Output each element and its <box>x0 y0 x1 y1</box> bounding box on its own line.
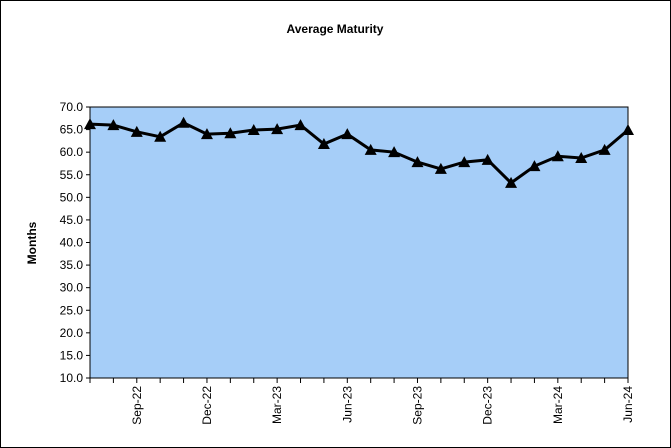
marker <box>458 156 471 168</box>
marker <box>107 119 120 131</box>
marker <box>411 156 424 168</box>
marker <box>364 143 377 155</box>
y-tick-label: 40.0 <box>60 236 84 250</box>
marker <box>247 124 260 136</box>
y-tick-label: 60.0 <box>60 145 84 159</box>
y-tick-label: 70.0 <box>60 100 84 114</box>
marker <box>224 127 237 139</box>
marker <box>434 162 447 174</box>
y-tick-label: 45.0 <box>60 213 84 227</box>
marker <box>551 150 564 162</box>
y-tick-label: 35.0 <box>60 258 84 272</box>
y-tick-label: 15.0 <box>60 348 84 362</box>
marker <box>388 146 401 158</box>
y-tick-label: 30.0 <box>60 281 84 295</box>
y-tick-label: 65.0 <box>60 123 84 137</box>
marker <box>575 152 588 164</box>
marker <box>622 124 634 136</box>
chart-title: Average Maturity <box>287 22 384 36</box>
plot-area <box>89 106 629 379</box>
x-tick-label: Dec-22 <box>200 386 214 425</box>
marker <box>84 118 96 130</box>
y-axis-label: Months <box>25 221 39 264</box>
marker <box>154 130 167 142</box>
marker <box>200 128 213 140</box>
marker <box>505 176 518 188</box>
y-tick-label: 10.0 <box>60 371 84 385</box>
x-tick-label: Sep-23 <box>410 386 424 425</box>
x-tick-label: Mar-23 <box>270 386 284 424</box>
marker <box>341 128 354 140</box>
x-tick-label: Mar-24 <box>551 386 565 424</box>
x-tick-label: Dec-23 <box>481 386 495 425</box>
marker <box>598 143 611 155</box>
y-tick-label: 55.0 <box>60 168 84 182</box>
marker <box>271 123 284 135</box>
y-tick-label: 50.0 <box>60 190 84 204</box>
marker <box>481 153 494 165</box>
marker <box>177 116 190 128</box>
marker <box>317 138 330 150</box>
marker <box>130 125 143 137</box>
x-tick-label: Jun-23 <box>340 386 354 423</box>
x-tick-label: Sep-22 <box>130 386 144 425</box>
x-tick-label: Jun-24 <box>621 386 635 423</box>
marker <box>528 160 541 172</box>
y-tick-label: 20.0 <box>60 326 84 340</box>
y-tick-label: 25.0 <box>60 303 84 317</box>
marker <box>294 119 307 131</box>
